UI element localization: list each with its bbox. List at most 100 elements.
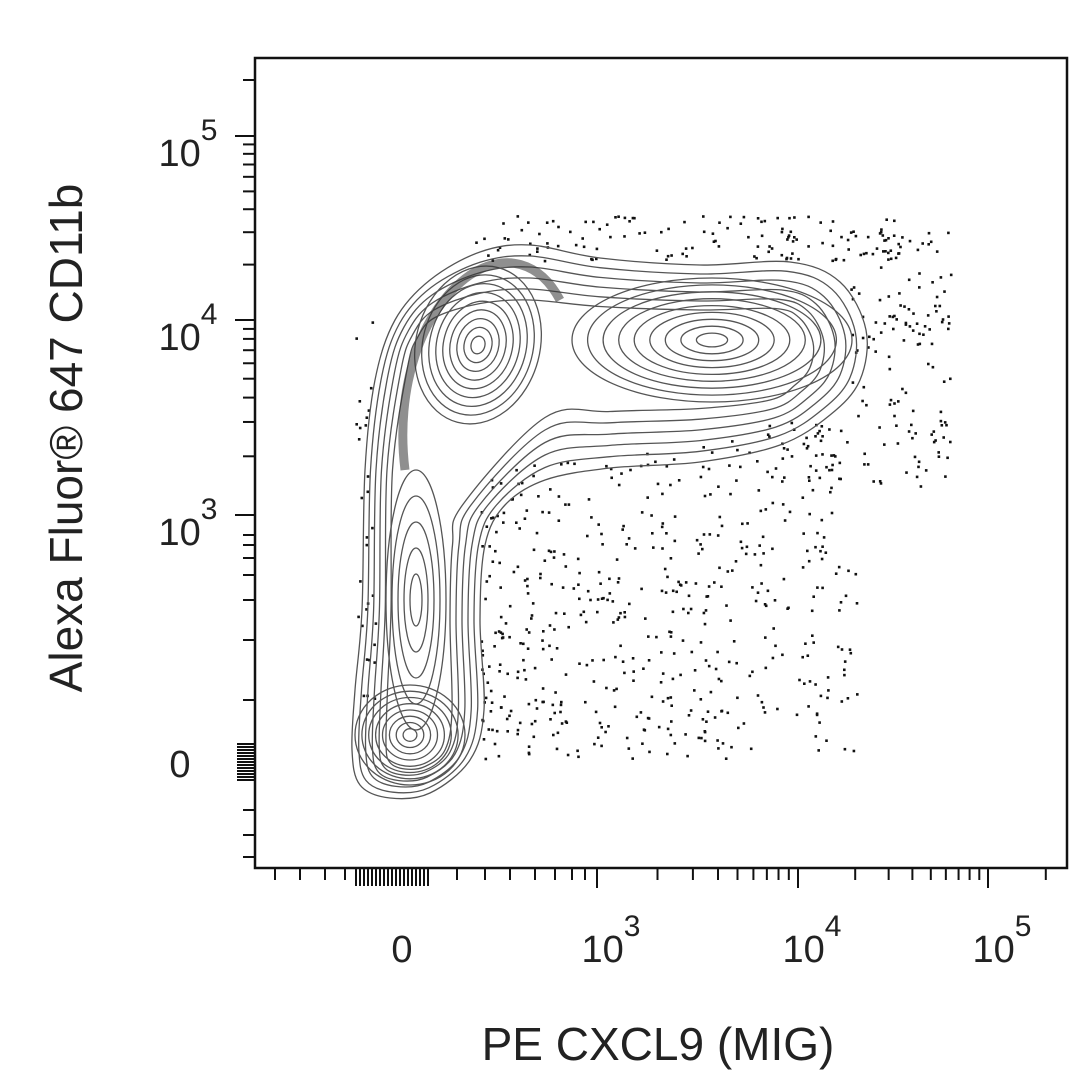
event-dot [826,696,829,700]
event-dot [793,216,796,219]
event-dot [846,697,850,700]
event-dot [536,250,539,253]
event-dot [677,580,680,584]
event-dot [943,290,946,293]
event-dot [665,532,668,535]
event-dot [542,630,545,633]
event-dot [786,448,789,451]
event-dot [675,590,678,594]
event-dot [609,467,613,471]
contour-double-negative [381,709,439,761]
x-tick-label: 0 [391,929,412,971]
event-dot [592,220,595,224]
event-dot [661,700,665,703]
event-dot [602,658,605,662]
event-dot [826,676,830,679]
event-dot [729,619,732,622]
event-dot [362,694,366,698]
contour-cd11b-pos-cxcl9-low [449,309,507,381]
event-dot [892,327,895,331]
event-dot [551,219,555,223]
event-dot [830,511,834,515]
event-dot [756,591,760,594]
event-dot [907,308,911,311]
contour-stem [385,469,447,731]
event-dot [849,651,853,655]
event-dot [705,595,708,598]
event-dot [526,647,530,650]
event-dot [726,711,730,715]
event-dot [623,671,626,675]
event-dot [939,410,943,414]
event-dot [591,659,594,662]
event-dot [609,235,612,239]
event-dot [806,654,810,657]
event-dot [596,598,600,601]
event-dot [774,644,777,648]
event-dot [825,465,828,469]
event-dot [806,444,810,448]
event-dot [484,696,488,700]
event-dot [907,278,911,282]
event-dot [657,725,661,729]
event-dot [650,514,653,517]
y-tick-label: 105 [159,114,218,175]
event-dot [655,635,658,639]
event-dot [527,702,531,706]
event-dot [718,515,722,519]
event-dot [491,728,494,732]
event-dot [808,680,812,683]
event-dot [820,425,824,428]
event-dot [633,216,636,220]
event-dot [721,742,725,745]
event-dot [661,547,664,550]
event-dot [943,421,947,424]
event-dot [665,258,668,261]
event-dot [842,258,846,262]
event-dot [768,424,772,428]
event-dot [889,398,893,402]
event-dot [628,602,631,606]
event-dot [703,494,707,498]
event-dot [661,492,664,496]
event-dot [533,666,537,670]
event-dot [365,658,369,661]
event-dot [888,403,892,406]
event-dot [753,255,756,258]
event-dot [807,245,810,248]
event-dot [678,583,682,586]
contour-double-negative [402,728,418,742]
event-dot [718,221,721,224]
event-dot [795,238,798,241]
event-dot [709,493,712,496]
event-dot [788,510,792,514]
event-dot [704,609,708,612]
event-dot [893,219,896,223]
event-dot [947,231,950,235]
event-dot [667,227,670,231]
event-dot [880,228,883,231]
event-dot [576,557,580,561]
event-dot [746,522,749,525]
event-dot [793,236,796,239]
event-dot [623,235,626,238]
event-dot [827,689,830,692]
event-dot [366,475,370,478]
event-dot [689,709,693,712]
event-dot [691,246,694,250]
event-dot [834,572,838,575]
event-dot [582,245,586,249]
event-dot [916,248,920,252]
event-dot [829,490,832,494]
event-dot [660,589,664,593]
event-dot [839,601,843,604]
event-dot [902,339,906,342]
event-dot [866,235,870,239]
x-tick-label: 104 [783,910,842,971]
event-dot [732,640,736,643]
event-dot [755,256,758,260]
event-dot [574,243,578,247]
event-dot [490,701,494,704]
event-dot [754,599,758,603]
event-dot [577,755,580,759]
